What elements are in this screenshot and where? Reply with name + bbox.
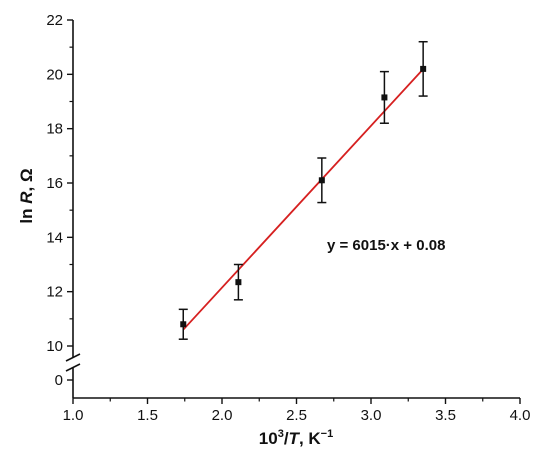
data-point <box>420 65 427 72</box>
y-axis-label: ln R, Ω <box>17 168 36 223</box>
fit-line <box>182 66 426 331</box>
fit-line-group <box>182 66 426 331</box>
y-tick-label: 14 <box>46 229 63 246</box>
y-axis-break-mark-bottom <box>65 363 81 372</box>
x-tick-label: 4.0 <box>510 407 531 424</box>
x-tick-label: 1.0 <box>63 407 84 424</box>
axes <box>65 20 520 399</box>
x-axis-label-unit: , K <box>299 429 321 448</box>
x-tick-label: 2.5 <box>286 407 307 424</box>
y-tick-label: 10 <box>46 338 63 355</box>
y-tick-label: 0 <box>55 372 63 389</box>
data-point <box>381 94 388 101</box>
x-tick-label: 3.5 <box>435 407 456 424</box>
x-axis-label: 103/T, K−1 <box>259 428 333 448</box>
ticks: 1.0 1.5 2.0 2.5 3.0 3.5 4.0 0 10 12 14 16 18 20 22 <box>46 12 530 424</box>
y-axis-break-mark-top <box>65 353 81 362</box>
x-axis-label-sup: 3 <box>278 428 284 440</box>
data-point <box>318 177 325 184</box>
y-axis-label-unit: , Ω <box>17 168 36 191</box>
y-tick-label: 18 <box>46 121 63 138</box>
x-tick-label: 1.5 <box>137 407 158 424</box>
y-tick-label: 12 <box>46 284 63 301</box>
y-tick-label: 22 <box>46 12 63 29</box>
x-tick-label: 3.0 <box>361 407 382 424</box>
x-axis-label-unit-sup: −1 <box>321 428 334 440</box>
x-axis-label-base: 10 <box>259 429 278 448</box>
fit-equation: y = 6015·x + 0.08 <box>327 237 445 254</box>
y-tick-label: 16 <box>46 175 63 192</box>
x-axis-label-var: T <box>289 429 301 448</box>
data-point <box>235 279 242 286</box>
data-points <box>180 65 427 328</box>
y-axis-label-pre: ln <box>17 204 36 224</box>
y-axis-label-var: R <box>17 191 36 204</box>
x-tick-label: 2.0 <box>212 407 233 424</box>
y-tick-label: 20 <box>46 66 63 83</box>
data-point <box>180 321 187 328</box>
x-axis-label-slash: / <box>284 429 289 448</box>
